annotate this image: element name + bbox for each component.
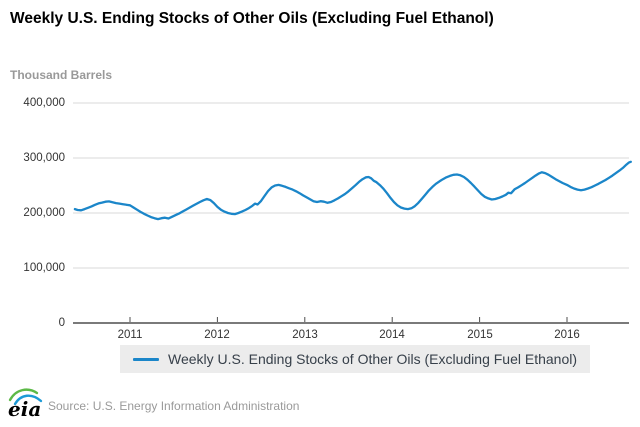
x-axis-tick-label: 2013 (292, 329, 318, 341)
legend-item[interactable]: Weekly U.S. Ending Stocks of Other Oils … (119, 345, 591, 373)
x-axis-tick-label: 2016 (554, 329, 580, 341)
y-axis-tick-label: 100,000 (23, 262, 65, 274)
y-axis-tick-label: 300,000 (23, 152, 65, 164)
chart-title: Weekly U.S. Ending Stocks of Other Oils … (10, 10, 494, 27)
eia-logo[interactable]: eia (7, 385, 45, 421)
x-axis-tick-label: 2014 (379, 329, 405, 341)
legend-label: Weekly U.S. Ending Stocks of Other Oils … (167, 351, 578, 367)
x-axis-tick-label: 2011 (117, 329, 143, 341)
x-axis-tick-label: 2012 (204, 329, 230, 341)
logo-blue-arc-icon (13, 394, 43, 406)
logo-green-arc-icon (8, 388, 39, 402)
source-attribution: Source: U.S. Energy Information Administ… (48, 399, 300, 413)
y-axis-tick-label: 400,000 (23, 97, 65, 109)
y-axis-units-label: Thousand Barrels (10, 68, 113, 82)
y-axis-tick-label: 0 (58, 317, 65, 329)
footer: eia Source: U.S. Energy Information Admi… (0, 382, 640, 427)
line-series-swatch-icon (132, 357, 159, 361)
y-axis-tick-label: 200,000 (23, 207, 65, 219)
x-axis-tick-label: 2015 (467, 329, 493, 341)
logo-text: eia (8, 397, 41, 421)
